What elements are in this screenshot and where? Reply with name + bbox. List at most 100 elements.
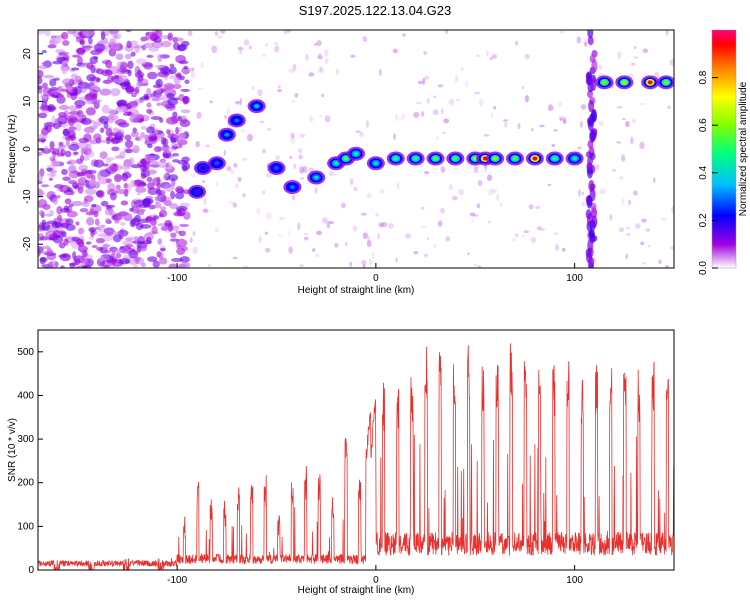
noise-blob [422, 77, 426, 85]
noise-blob [486, 50, 489, 57]
noise-blob [38, 65, 48, 70]
noise-blob [440, 108, 444, 115]
noise-blob [237, 176, 242, 183]
noise-blob [93, 210, 99, 218]
noise-blob [125, 85, 135, 93]
noise-blob [64, 135, 77, 141]
noise-blob [443, 118, 450, 124]
noise-blob [175, 205, 188, 212]
noise-blob [421, 225, 427, 229]
noise-blob [58, 51, 70, 55]
noise-blob [315, 253, 320, 258]
noise-blob [121, 247, 130, 255]
noise-blob [72, 54, 80, 58]
noise-blob [290, 136, 296, 144]
noise-blob [634, 45, 637, 50]
noise-blob [126, 183, 132, 192]
noise-blob [134, 214, 141, 223]
noise-blob [159, 54, 170, 59]
noise-blob [38, 248, 41, 257]
noise-blob [265, 43, 268, 47]
track-mark [446, 151, 465, 166]
noise-blob [328, 170, 335, 177]
track-mark [426, 151, 445, 166]
noise-blob [265, 212, 272, 220]
noise-blob [350, 54, 356, 58]
track-mark [307, 170, 326, 185]
noise-blob [140, 173, 147, 180]
noise-blob [173, 134, 178, 138]
noise-blob [61, 32, 69, 40]
noise-blob [58, 141, 64, 147]
noise-blob [630, 136, 634, 145]
noise-blob [46, 167, 53, 172]
noise-blob [359, 131, 364, 137]
noise-blob [367, 235, 371, 244]
noise-blob [89, 208, 95, 214]
noise-blob [353, 186, 358, 192]
noise-blob [43, 74, 55, 79]
snr-background [38, 330, 674, 570]
noise-blob [128, 100, 139, 109]
noise-blob [420, 206, 425, 210]
noise-blob [490, 188, 497, 194]
noise-blob [200, 61, 204, 69]
noise-blob [214, 227, 219, 233]
noise-blob [395, 114, 398, 122]
noise-blob [127, 69, 132, 77]
noise-blob [211, 45, 218, 54]
noise-blob [182, 165, 188, 172]
noise-blob [558, 115, 564, 119]
noise-blob [39, 236, 49, 241]
noise-blob [146, 176, 153, 183]
noise-blob [326, 220, 331, 229]
noise-blob [146, 87, 152, 95]
noise-blob [475, 54, 480, 57]
noise-blob [259, 120, 265, 124]
noise-blob [242, 193, 246, 198]
noise-blob [645, 228, 651, 232]
noise-blob [209, 100, 213, 104]
track-mark [366, 156, 385, 171]
noise-blob [262, 149, 266, 154]
noise-blob [77, 227, 84, 235]
noise-blob [183, 70, 189, 76]
noise-blob [46, 247, 53, 255]
noise-blob [60, 208, 71, 213]
spectrogram-marks [38, 30, 674, 268]
noise-blob [157, 238, 162, 245]
noise-blob [79, 154, 85, 162]
noise-blob [52, 60, 63, 65]
noise-blob [135, 58, 147, 65]
noise-blob [103, 79, 114, 84]
noise-blob [355, 130, 361, 133]
noise-blob [362, 232, 368, 239]
noise-blob [226, 107, 230, 115]
noise-blob [324, 49, 329, 57]
noise-blob [164, 222, 172, 227]
noise-blob [294, 92, 299, 98]
noise-blob [424, 75, 430, 80]
noise-blob [405, 233, 412, 239]
noise-blob [579, 120, 583, 128]
noise-blob [366, 192, 372, 199]
noise-blob [179, 256, 190, 263]
noise-blob [61, 168, 68, 176]
noise-blob [616, 106, 623, 109]
noise-blob [228, 201, 235, 204]
noise-blob [440, 207, 445, 214]
noise-blob [154, 64, 166, 69]
noise-blob [56, 56, 66, 62]
noise-blob [169, 203, 179, 210]
noise-blob [73, 86, 82, 95]
noise-blob [105, 157, 112, 164]
noise-blob [578, 189, 581, 197]
noise-blob [76, 109, 84, 119]
noise-blob [50, 169, 55, 178]
colorbar: 0.0 0.2 0.4 0.6 0.8 Normalized spectral ampl… [698, 29, 749, 275]
noise-blob [634, 223, 641, 230]
noise-blob [658, 259, 662, 264]
noise-blob [38, 112, 48, 119]
noise-blob [299, 166, 304, 174]
noise-blob [160, 226, 169, 231]
